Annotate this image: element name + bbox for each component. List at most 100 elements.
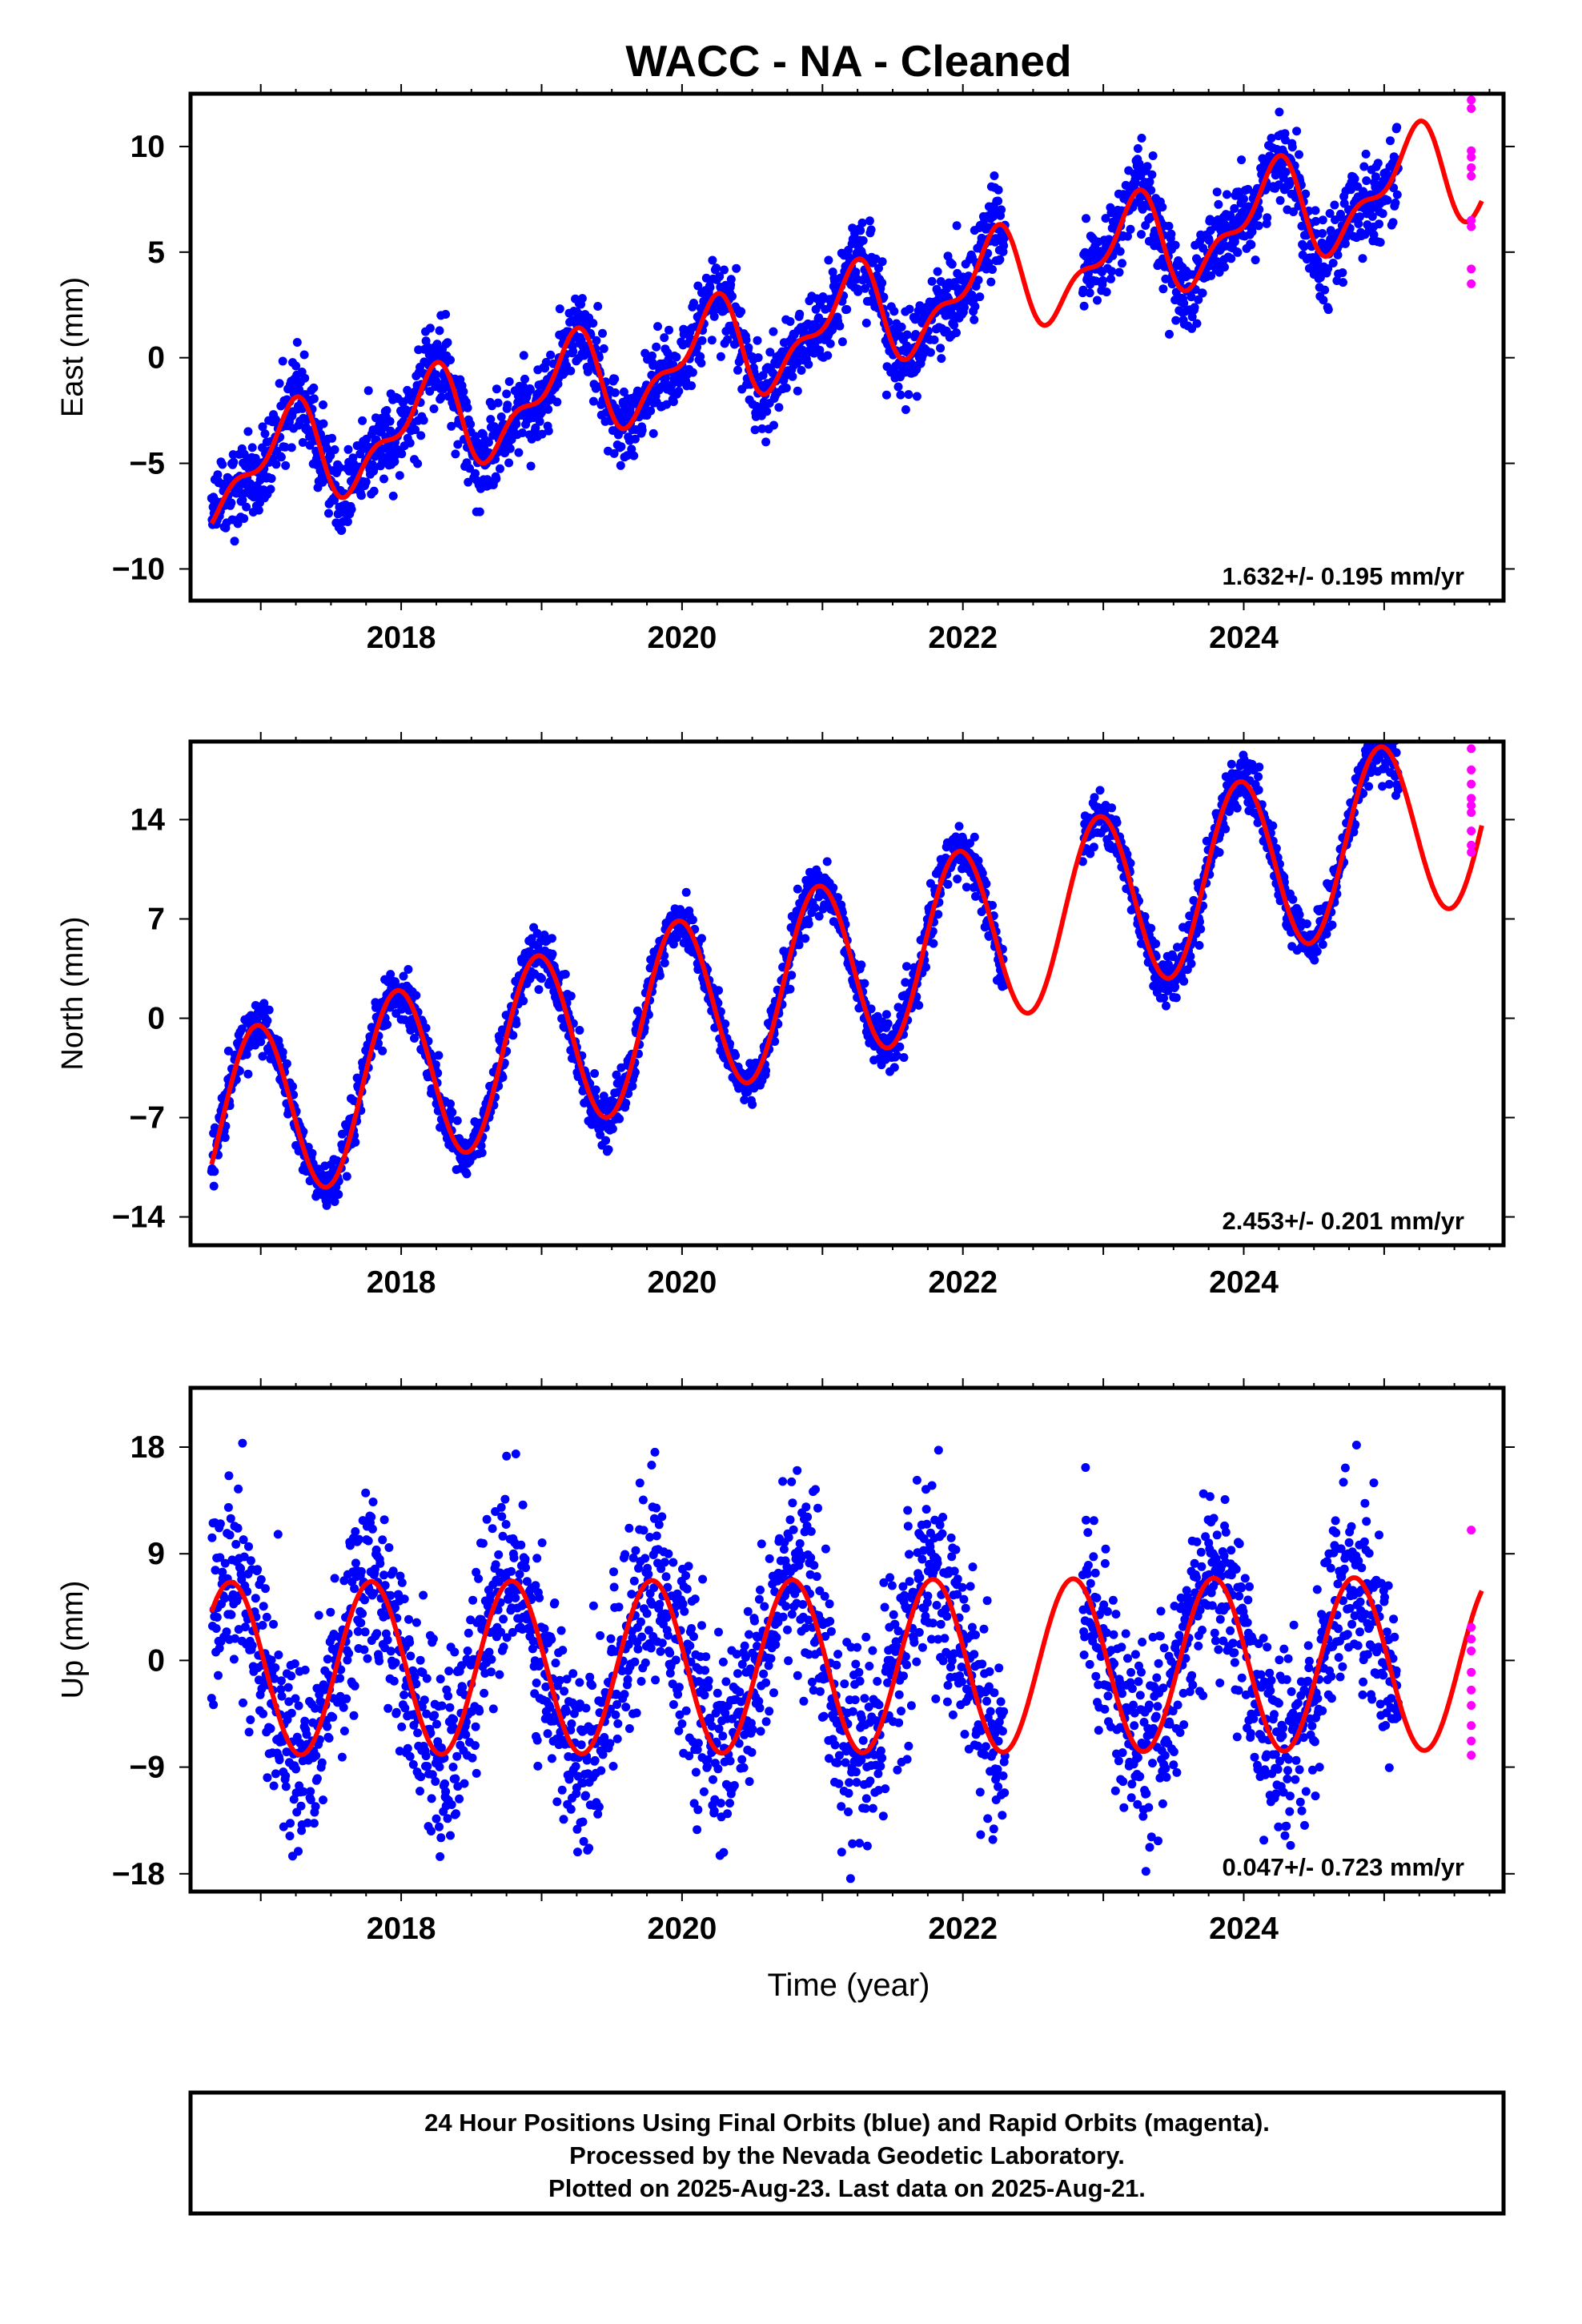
- data-point: [210, 1167, 219, 1176]
- data-point: [229, 457, 239, 467]
- data-point: [688, 915, 697, 925]
- data-point: [356, 491, 366, 501]
- data-point: [243, 1069, 253, 1079]
- data-point: [386, 426, 396, 436]
- data-point: [856, 226, 865, 235]
- data-point: [399, 971, 408, 981]
- data-point: [1318, 939, 1327, 949]
- data-point: [610, 374, 620, 384]
- rapid-orbit-point: [1467, 826, 1476, 836]
- data-point: [492, 384, 501, 394]
- rapid-orbit-point: [1467, 222, 1476, 231]
- data-point: [761, 1066, 771, 1076]
- data-point: [765, 348, 775, 357]
- y-axis-label: North (mm): [56, 916, 90, 1070]
- data-point: [476, 1141, 486, 1151]
- data-point: [1346, 185, 1355, 195]
- data-point: [804, 360, 813, 369]
- data-point: [342, 1172, 351, 1181]
- data-point: [720, 265, 729, 275]
- data-point: [693, 281, 703, 291]
- data-point: [1287, 143, 1297, 152]
- data-point: [1137, 230, 1146, 239]
- data-point: [762, 407, 772, 416]
- data-point: [223, 1046, 233, 1055]
- data-point: [1338, 268, 1347, 277]
- x-tick-label: 2020: [648, 621, 717, 655]
- data-point: [1330, 200, 1339, 210]
- data-point: [740, 1096, 749, 1104]
- data-point: [532, 929, 542, 938]
- data-point: [842, 304, 852, 314]
- data-point: [1221, 824, 1231, 834]
- data-point: [655, 971, 665, 980]
- data-point: [242, 502, 251, 512]
- data-point: [893, 382, 903, 392]
- data-point: [1340, 239, 1350, 248]
- rapid-orbit-point: [1467, 215, 1476, 225]
- data-point: [1318, 229, 1327, 238]
- data-point: [1299, 242, 1309, 251]
- data-point: [630, 434, 640, 444]
- data-point: [663, 348, 673, 357]
- data-point: [1323, 264, 1333, 273]
- data-point: [975, 292, 985, 302]
- data-point: [1364, 782, 1374, 791]
- data-point: [716, 352, 725, 361]
- data-point: [1123, 231, 1132, 241]
- data-point: [319, 419, 328, 428]
- data-point: [616, 460, 625, 470]
- data-point: [1082, 214, 1090, 223]
- data-point: [1192, 319, 1202, 328]
- data-point: [275, 379, 284, 388]
- data-point: [1145, 177, 1154, 187]
- data-point: [1146, 923, 1156, 933]
- x-tick-label: 2020: [648, 1265, 717, 1300]
- model-curve: [209, 119, 1484, 525]
- data-point: [1085, 288, 1094, 298]
- data-point: [851, 267, 861, 277]
- data-point: [267, 474, 276, 483]
- data-point: [1375, 238, 1385, 247]
- data-point: [1106, 274, 1115, 283]
- data-point: [588, 319, 598, 328]
- data-point: [1093, 296, 1102, 305]
- data-point: [471, 468, 480, 478]
- data-point: [388, 491, 398, 501]
- data-point: [591, 1085, 600, 1095]
- x-tick-label: 2024: [1209, 621, 1279, 655]
- data-point: [1186, 292, 1196, 302]
- data-point: [712, 263, 721, 273]
- data-point: [1388, 218, 1398, 227]
- data-point: [1164, 221, 1174, 231]
- data-point: [496, 412, 506, 421]
- data-point: [498, 1072, 508, 1082]
- data-point: [911, 330, 921, 339]
- data-point: [590, 1069, 600, 1078]
- data-point: [1137, 134, 1146, 143]
- data-point: [1148, 151, 1158, 160]
- data-point: [1179, 299, 1189, 308]
- data-point: [1170, 240, 1180, 250]
- data-point: [950, 320, 959, 330]
- data-point: [737, 307, 746, 316]
- data-point: [1247, 240, 1256, 249]
- data-point: [1383, 195, 1392, 205]
- data-point: [1362, 176, 1371, 186]
- data-point: [731, 1051, 741, 1060]
- data-point: [451, 449, 460, 459]
- data-point: [1354, 219, 1363, 228]
- data-point: [889, 1063, 899, 1072]
- data-point: [505, 444, 515, 453]
- data-point: [1386, 136, 1395, 146]
- data-point: [416, 431, 426, 440]
- data-point: [1281, 167, 1291, 177]
- data-point: [410, 1034, 419, 1043]
- data-point: [555, 304, 564, 314]
- data-point: [877, 278, 887, 287]
- data-point: [1295, 150, 1303, 159]
- data-point: [282, 1059, 291, 1068]
- y-tick-label: −7: [130, 1101, 165, 1136]
- data-point: [825, 339, 835, 348]
- data-point: [209, 1181, 219, 1191]
